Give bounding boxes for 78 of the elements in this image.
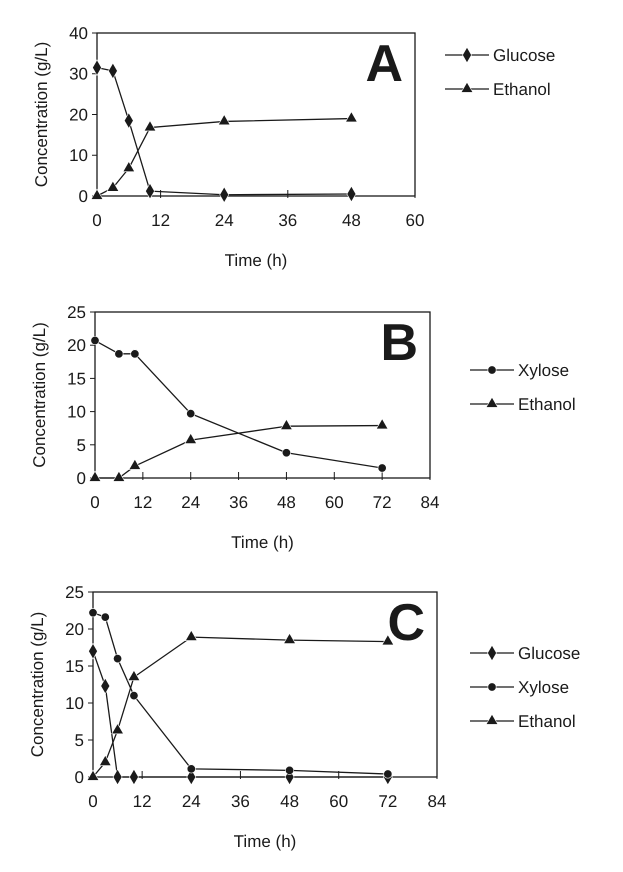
point: [90, 336, 100, 346]
x-tick-label: 60: [329, 792, 348, 811]
y-tick-label: 0: [78, 186, 88, 206]
x-axis-title: Time (h): [234, 832, 296, 851]
point: [184, 433, 197, 444]
x-tick-label: 48: [276, 493, 296, 512]
x-axis-title: Time (h): [224, 251, 288, 270]
x-tick-label: 12: [132, 792, 152, 811]
x-tick-label: 24: [181, 493, 200, 512]
point: [106, 180, 120, 192]
point: [129, 691, 138, 700]
point: [88, 470, 102, 482]
legend-label: Ethanol: [518, 394, 576, 414]
point: [90, 188, 104, 200]
y-axis-title: Concentration (g/L): [30, 322, 49, 468]
y-tick-label: 30: [69, 64, 88, 84]
point: [114, 349, 124, 358]
y-axis-title: Concentration (g/L): [32, 42, 51, 188]
y-tick-label: 5: [74, 730, 84, 750]
point: [285, 766, 294, 775]
y-tick-label: 10: [65, 694, 84, 713]
point: [113, 654, 122, 664]
x-axis-title: Time (h): [231, 533, 294, 552]
point: [88, 608, 98, 618]
x-tick-label: 36: [229, 493, 248, 512]
point: [186, 764, 196, 774]
point: [122, 161, 135, 172]
legend-label: Ethanol: [518, 712, 576, 731]
x-tick-label: 72: [372, 493, 392, 512]
point: [100, 612, 110, 622]
point: [144, 120, 156, 132]
annotation: A: [365, 35, 403, 93]
point: [376, 418, 388, 430]
x-tick-label: 24: [214, 211, 234, 230]
legend-label: Xylose: [518, 360, 570, 380]
point: [112, 470, 126, 482]
x-tick-label: 36: [278, 211, 298, 230]
y-tick-label: 0: [74, 768, 84, 787]
x-tick-label: 84: [420, 493, 440, 512]
x-tick-label: 48: [280, 792, 300, 811]
y-tick-label: 5: [76, 436, 86, 455]
y-tick-label: 0: [76, 468, 86, 488]
point: [128, 458, 142, 470]
x-tick-label: 60: [406, 211, 424, 230]
annotation: B: [380, 314, 418, 372]
point: [218, 114, 230, 126]
legend-label: Glucose: [493, 46, 556, 65]
legend-label: Ethanol: [493, 80, 551, 99]
point: [345, 111, 358, 122]
y-tick-label: 20: [67, 336, 86, 356]
x-tick-label: 0: [92, 211, 102, 230]
y-tick-label: 25: [65, 582, 84, 602]
x-tick-label: 12: [151, 211, 170, 230]
x-tick-label: 12: [133, 493, 152, 512]
x-tick-label: 72: [378, 792, 398, 811]
legend-label: Glucose: [518, 644, 580, 663]
y-tick-label: 10: [69, 146, 88, 166]
y-axis-title: Concentration (g/L): [28, 612, 47, 758]
x-tick-label: 0: [90, 493, 100, 512]
x-tick-label: 36: [230, 792, 250, 811]
y-tick-label: 25: [67, 302, 86, 322]
y-tick-label: 15: [67, 369, 86, 388]
y-tick-label: 15: [65, 656, 84, 676]
point: [280, 419, 293, 430]
x-tick-label: 48: [342, 211, 361, 230]
annotation: C: [387, 594, 425, 652]
y-tick-label: 10: [67, 402, 86, 422]
y-tick-label: 40: [69, 24, 88, 43]
x-tick-label: 60: [324, 493, 344, 512]
point: [186, 409, 196, 418]
x-tick-label: 84: [428, 792, 446, 811]
x-tick-label: 24: [182, 792, 201, 811]
point: [282, 448, 291, 458]
point: [130, 349, 140, 358]
y-tick-label: 20: [69, 105, 88, 124]
legend-label: Xylose: [518, 678, 570, 697]
point: [383, 770, 392, 779]
y-tick-label: 20: [65, 620, 84, 639]
